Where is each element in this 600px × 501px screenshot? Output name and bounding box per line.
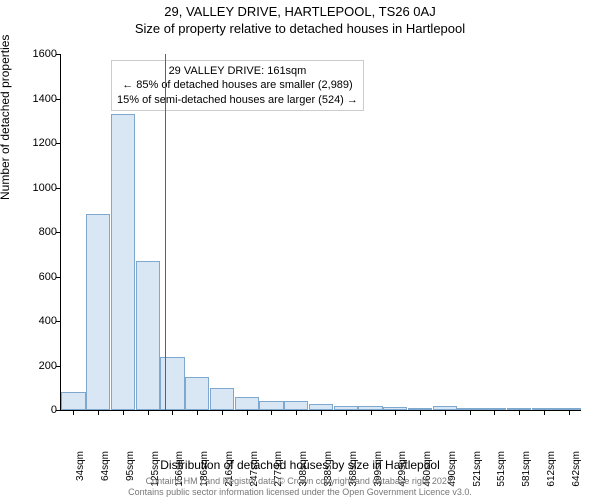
- x-tick-mark: [271, 410, 272, 415]
- x-tick-mark: [247, 410, 248, 415]
- annotation-line-2: ← 85% of detached houses are smaller (2,…: [117, 78, 358, 92]
- x-axis-label: Distribution of detached houses by size …: [0, 458, 600, 472]
- y-tick-label: 0: [23, 404, 57, 416]
- x-tick-mark: [371, 410, 372, 415]
- reference-line: [165, 54, 166, 410]
- x-tick-mark: [346, 410, 347, 415]
- annotation-box: 29 VALLEY DRIVE: 161sqm ← 85% of detache…: [111, 60, 364, 111]
- x-tick-mark: [296, 410, 297, 415]
- x-tick-mark: [321, 410, 322, 415]
- y-tick-mark: [56, 232, 61, 233]
- histogram-bar: [136, 261, 160, 410]
- chart-subtitle: Size of property relative to detached ho…: [0, 19, 600, 36]
- x-tick-mark: [222, 410, 223, 415]
- histogram-bar: [235, 397, 259, 410]
- y-tick-mark: [56, 366, 61, 367]
- x-tick-mark: [569, 410, 570, 415]
- x-tick-mark: [148, 410, 149, 415]
- y-tick-label: 1200: [23, 137, 57, 149]
- x-tick-mark: [73, 410, 74, 415]
- footer-line-2: Contains public sector information licen…: [0, 487, 600, 498]
- y-tick-mark: [56, 188, 61, 189]
- x-tick-mark: [494, 410, 495, 415]
- plot-area: 29 VALLEY DRIVE: 161sqm ← 85% of detache…: [60, 54, 581, 411]
- y-tick-mark: [56, 143, 61, 144]
- histogram-bar: [111, 114, 135, 410]
- histogram-bar: [259, 401, 283, 410]
- x-tick-mark: [470, 410, 471, 415]
- x-tick-mark: [519, 410, 520, 415]
- x-tick-mark: [98, 410, 99, 415]
- y-tick-label: 800: [23, 226, 57, 238]
- histogram-bar: [86, 214, 110, 410]
- y-tick-label: 1600: [23, 48, 57, 60]
- histogram-bar: [284, 401, 308, 410]
- chart-container: 29, VALLEY DRIVE, HARTLEPOOL, TS26 0AJ S…: [0, 0, 600, 500]
- y-tick-mark: [56, 99, 61, 100]
- y-tick-label: 1400: [23, 93, 57, 105]
- footer: Contains HM Land Registry data © Crown c…: [0, 476, 600, 498]
- histogram-bar: [61, 392, 85, 410]
- x-tick-mark: [123, 410, 124, 415]
- annotation-line-1: 29 VALLEY DRIVE: 161sqm: [117, 64, 358, 78]
- y-axis-label: Number of detached properties: [0, 35, 12, 200]
- y-tick-label: 400: [23, 315, 57, 327]
- x-tick-mark: [172, 410, 173, 415]
- x-tick-mark: [445, 410, 446, 415]
- y-tick-label: 200: [23, 360, 57, 372]
- y-tick-mark: [56, 321, 61, 322]
- address-title: 29, VALLEY DRIVE, HARTLEPOOL, TS26 0AJ: [0, 0, 600, 19]
- x-tick-mark: [197, 410, 198, 415]
- y-tick-label: 1000: [23, 182, 57, 194]
- y-tick-label: 600: [23, 271, 57, 283]
- y-tick-mark: [56, 54, 61, 55]
- histogram-bar: [210, 388, 234, 410]
- x-tick-mark: [395, 410, 396, 415]
- x-tick-mark: [420, 410, 421, 415]
- annotation-line-3: 15% of semi-detached houses are larger (…: [117, 93, 358, 107]
- histogram-bar: [185, 377, 209, 410]
- footer-line-1: Contains HM Land Registry data © Crown c…: [0, 476, 600, 487]
- histogram-bar: [160, 357, 184, 410]
- x-tick-mark: [544, 410, 545, 415]
- y-tick-mark: [56, 410, 61, 411]
- y-tick-mark: [56, 277, 61, 278]
